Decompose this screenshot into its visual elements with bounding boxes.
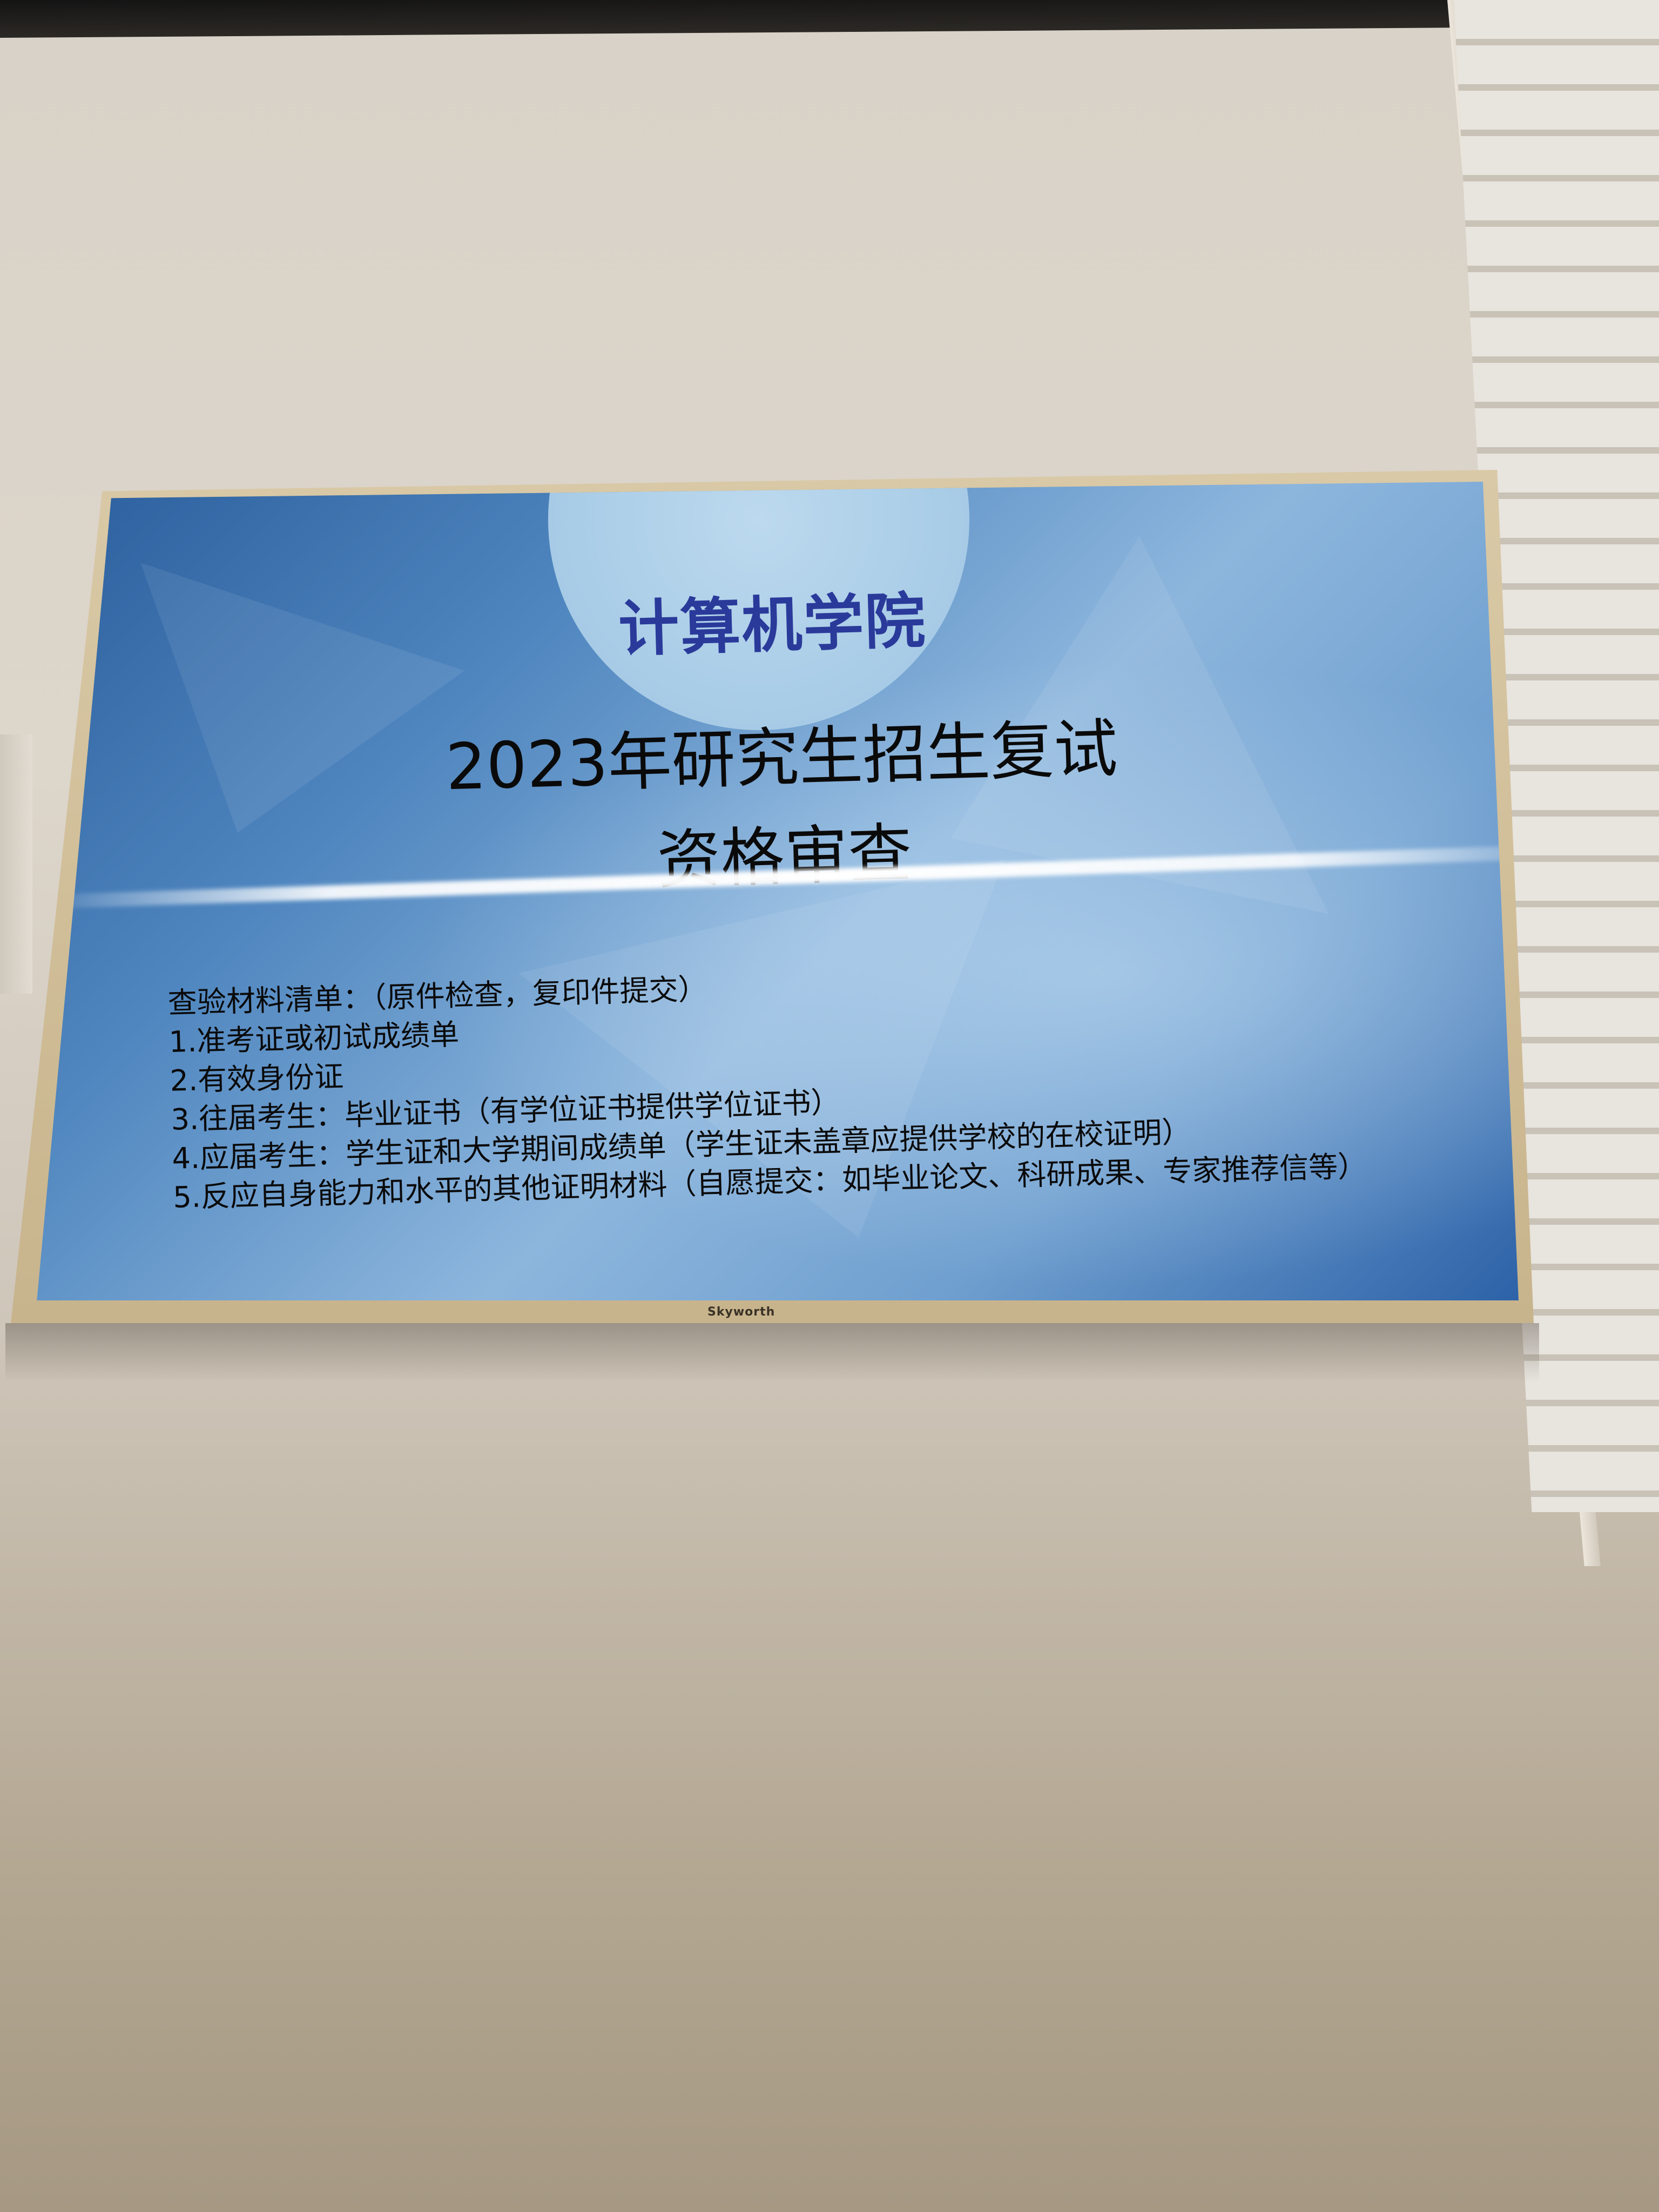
college-name: 计算机学院 <box>617 586 927 665</box>
ceiling-strip <box>0 0 1469 38</box>
materials-checklist: 查验材料清单：（原件检查，复印件提交） 1.准考证或初试成绩单 2.有效身份证 … <box>167 952 1415 1217</box>
wall-box <box>0 734 32 994</box>
tv-screen: 计算机学院 2023年研究生招生复试 资格审查 查验材料清单：（原件检查，复印件… <box>37 482 1519 1300</box>
tv-brand-logo: Skyworth <box>707 1305 775 1319</box>
television: 计算机学院 2023年研究生招生复试 资格审查 查验材料清单：（原件检查，复印件… <box>11 470 1534 1323</box>
tv-shadow <box>5 1323 1539 1382</box>
